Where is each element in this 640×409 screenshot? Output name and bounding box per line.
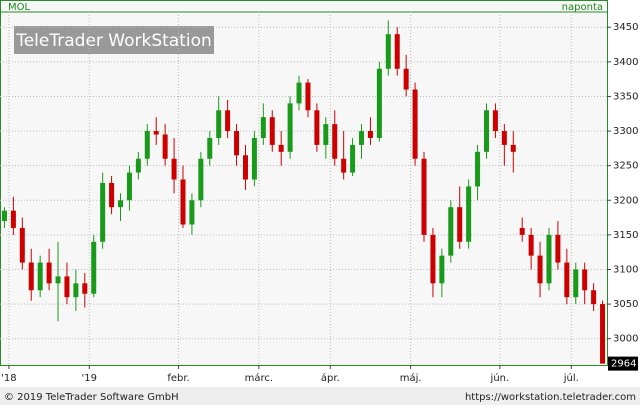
y-tick-label: 3450: [613, 22, 638, 33]
candle-body: [359, 131, 365, 145]
y-tick-label: 3000: [613, 334, 638, 345]
candle-body: [278, 144, 284, 152]
watermark: TeleTrader WorkStation: [15, 31, 212, 51]
x-tick-label: júl.: [563, 372, 579, 384]
candle-body: [591, 290, 597, 305]
candle-body: [501, 131, 507, 145]
last-price-label: 2964: [611, 359, 636, 370]
y-tick-label: 3100: [613, 264, 638, 275]
x-tick-label: jún.: [490, 372, 510, 384]
plot-area: [0, 0, 608, 366]
candle-body: [260, 117, 266, 138]
candle-body: [582, 269, 588, 291]
candle-body: [412, 89, 418, 159]
candle-body: [376, 68, 382, 138]
candle-body: [350, 144, 356, 173]
candle-body: [180, 179, 186, 225]
candle-body: [28, 262, 34, 291]
x-tick-label: máj.: [400, 372, 422, 384]
candle-body: [216, 110, 222, 138]
candle-body: [10, 210, 16, 228]
candle-body: [118, 200, 124, 208]
y-tick-label: 3350: [613, 91, 638, 102]
x-tick-label: márc.: [245, 372, 273, 384]
last-price-box: [608, 356, 638, 371]
candle-body: [153, 131, 159, 135]
x-tick-label: febr.: [167, 373, 189, 384]
x-tick-label: '19: [82, 373, 97, 384]
candle-body: [573, 269, 579, 298]
candle-body: [466, 186, 472, 242]
candle-body: [305, 82, 311, 111]
candle-body: [287, 103, 293, 152]
candle-body: [394, 34, 400, 69]
y-tick-label: 3200: [613, 195, 638, 206]
candle-body: [483, 110, 489, 152]
candle-body: [510, 144, 516, 152]
candle-body: [242, 155, 248, 180]
candle-body: [385, 34, 391, 69]
candle-body: [448, 207, 454, 256]
candle-body: [323, 124, 329, 145]
x-tick-label: '18: [1, 373, 16, 384]
candle-body: [546, 234, 552, 284]
candle-body: [135, 158, 141, 173]
candle-body: [207, 137, 213, 159]
candle-body: [55, 276, 61, 284]
candle-body: [189, 200, 195, 225]
candle-body: [564, 262, 570, 298]
y-tick-label: 3400: [613, 57, 638, 68]
candle-body: [421, 158, 427, 235]
candle-body: [144, 131, 150, 159]
candle-body: [537, 255, 543, 284]
candle-body: [126, 172, 132, 201]
candle-body: [37, 262, 43, 291]
candle-body: [82, 283, 88, 294]
candle-body: [403, 68, 409, 90]
candle-body: [269, 117, 275, 145]
y-tick-label: 3250: [613, 161, 638, 172]
candle-body: [1, 210, 7, 222]
candle-body: [251, 137, 257, 180]
candle-body: [519, 227, 525, 235]
candle-body: [341, 158, 347, 173]
y-tick-label: 3050: [613, 299, 638, 310]
candle-body: [430, 234, 436, 284]
candle-body: [332, 124, 338, 159]
candle-body: [198, 158, 204, 201]
candle-body: [64, 276, 70, 298]
candle-body: [109, 182, 115, 208]
candle-body: [457, 207, 463, 242]
candle-body: [171, 158, 177, 180]
candle-body: [314, 110, 320, 145]
symbol: MOL: [8, 2, 30, 13]
candle-body: [475, 151, 481, 187]
candle-body: [73, 283, 79, 298]
candle-body: [555, 234, 561, 263]
y-tick-label: 3150: [613, 230, 638, 241]
watermark-box: [14, 26, 214, 54]
candle-body: [492, 110, 498, 132]
candle-body: [162, 134, 168, 159]
candle-body: [528, 234, 534, 256]
footer-band: [0, 387, 640, 405]
candle-body: [600, 304, 606, 364]
y-tick-label: 3300: [613, 126, 638, 137]
candle-body: [19, 227, 25, 263]
url: https://workstation.teletrader.com: [465, 392, 636, 403]
interval: naponta: [562, 2, 603, 13]
candle-body: [225, 110, 231, 132]
candle-body: [439, 255, 445, 284]
copyright: © 2019 TeleTrader Software GmbH: [4, 392, 179, 403]
candle-body: [234, 131, 240, 156]
x-tick-label: ápr.: [321, 372, 340, 384]
candle-body: [100, 182, 106, 242]
candle-body: [367, 131, 373, 138]
candle-body: [91, 241, 97, 294]
candle-body: [46, 262, 52, 284]
candle-body: [296, 82, 302, 104]
